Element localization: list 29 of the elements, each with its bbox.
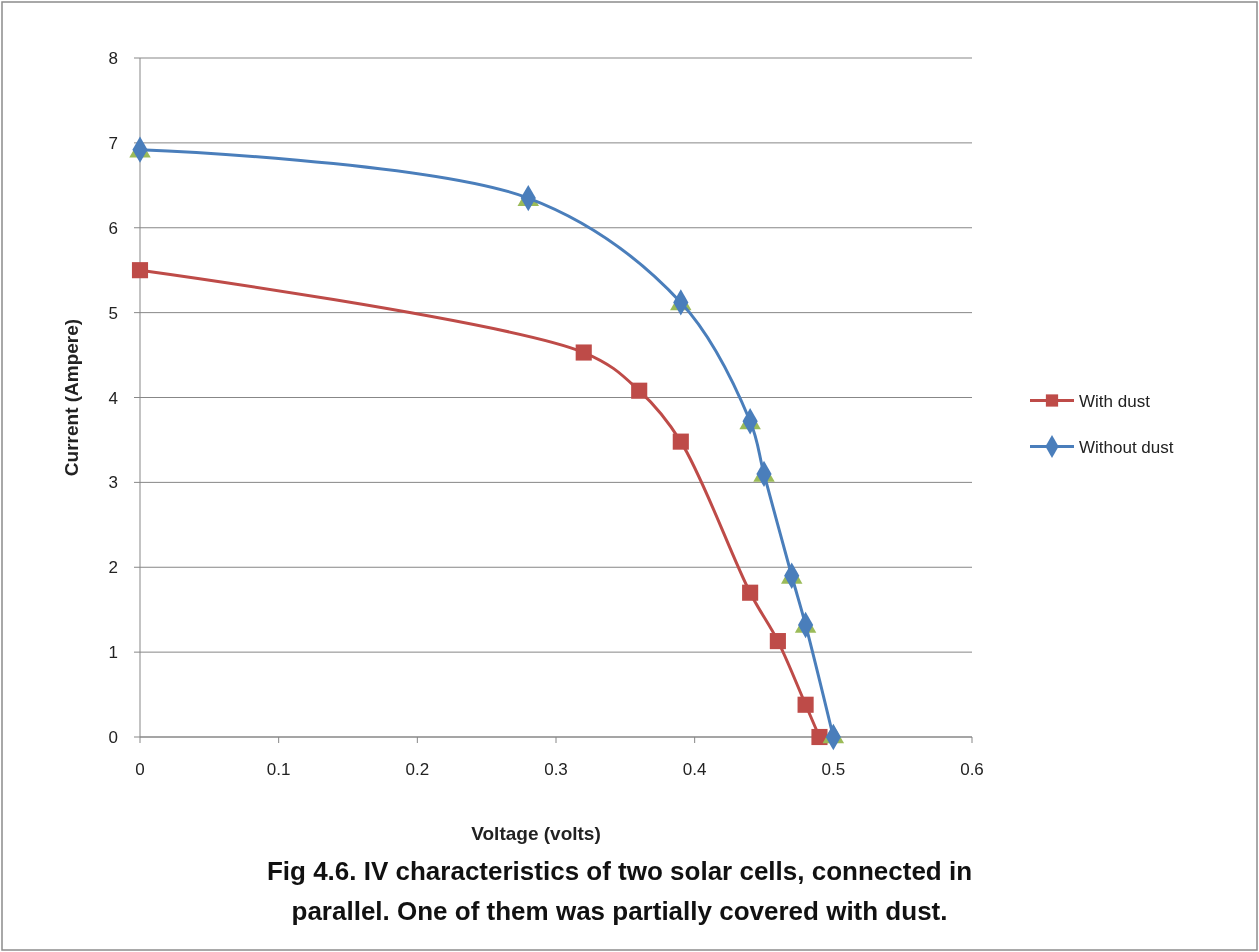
y-tick-label: 3 [108, 473, 118, 493]
point [631, 382, 648, 399]
point [769, 633, 786, 650]
y-tick-label: 1 [108, 643, 118, 663]
point [672, 433, 689, 450]
point [811, 728, 828, 746]
y-tick-label: 4 [108, 388, 118, 408]
y-tick-label: 0 [108, 728, 118, 747]
x-tick-label: 0.6 [960, 760, 984, 779]
x-tick-label: 0 [135, 760, 145, 779]
x-tick-label: 0.1 [266, 760, 291, 779]
point [797, 696, 814, 713]
x-tick-label: 0.3 [544, 760, 568, 779]
y-tick-label: 8 [108, 49, 118, 68]
y-tick-label: 2 [108, 558, 118, 578]
point [131, 262, 149, 279]
y-tick-label: 5 [108, 303, 118, 323]
y-axis-title: Current (Ampere) [61, 318, 82, 477]
x-tick-label: 0.5 [821, 760, 846, 779]
point [575, 344, 592, 361]
legend-label: With dust [1079, 391, 1151, 411]
legend-label: Without dust [1079, 437, 1174, 457]
x-tick-label: 0.2 [405, 760, 430, 779]
y-tick-label: 6 [108, 218, 118, 238]
x-axis-title: Voltage (volts) [471, 823, 601, 844]
text: Fig 4.6. IV characteristics of two solar cells, connected in parallel. One of them was partially covered with dust. [266, 856, 973, 926]
y-tick-label: 7 [108, 133, 118, 153]
x-tick-label: 0.4 [682, 760, 707, 779]
point [742, 584, 759, 601]
